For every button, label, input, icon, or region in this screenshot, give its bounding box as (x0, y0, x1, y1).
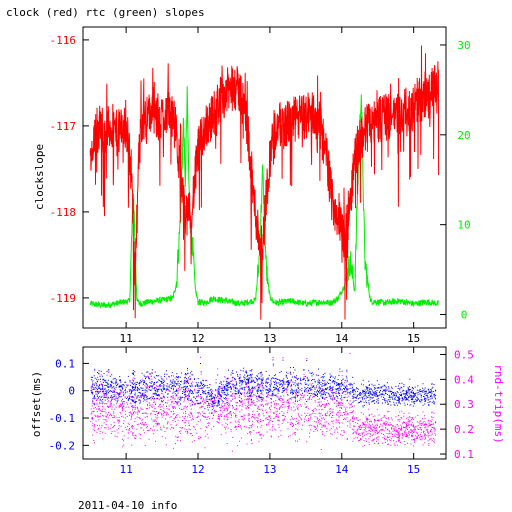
bottom-ytick-right-label: 0.4 (454, 373, 474, 386)
top-ytick-right-label: 10 (457, 219, 470, 232)
bottom-ylabel-right: rnd-trip(ms) (492, 364, 505, 443)
top-xtick-label: 11 (120, 332, 133, 345)
bottom-xtick-label: 12 (191, 463, 204, 476)
top-ytick-left-label: -118 (50, 206, 77, 219)
bottom-ytick-right-label: 0.2 (454, 423, 474, 436)
bottom-ytick-right-label: 0.5 (454, 348, 474, 361)
top-plot-series (89, 45, 440, 320)
offset-series (90, 359, 437, 416)
top-ytick-left-label: -117 (50, 120, 77, 133)
bottom-plot-axes: 11 12 13 14 15 0.1 0 -0.1 -0.2 0.5 0.4 0.3 0.2 0.1 (49, 347, 474, 476)
clock-series (89, 45, 440, 320)
top-xtick-label: 13 (263, 332, 276, 345)
bottom-xtick-label: 11 (120, 463, 133, 476)
top-plot-frame (82, 26, 447, 329)
bottom-plot-frame (82, 346, 447, 460)
bottom-ytick-left-label: 0.1 (55, 357, 75, 370)
bottom-ytick-left-label: -0.1 (49, 412, 76, 425)
chart-title: clock (red) rtc (green) slopes (6, 6, 205, 19)
top-ytick-right-label: 20 (457, 129, 470, 142)
bottom-xtick-label: 13 (263, 463, 276, 476)
top-xtick-label: 15 (407, 332, 420, 345)
top-xtick-label: 12 (191, 332, 204, 345)
top-ylabel: clockslope (33, 144, 46, 210)
top-ytick-right-label: 30 (457, 39, 470, 52)
top-ytick-left-label: -116 (50, 34, 77, 47)
bottom-xtick-label: 14 (335, 463, 349, 476)
top-ytick-right-label: 0 (461, 309, 468, 322)
bottom-ytick-left-label: -0.2 (49, 439, 76, 452)
bottom-ytick-right-label: 0.1 (454, 448, 474, 461)
top-plot-axes: 11 12 13 14 15 -116 -117 -118 -119 0 10 20 30 (50, 27, 471, 345)
rndtrip-series (90, 353, 437, 452)
top-xtick-label: 14 (335, 332, 349, 345)
bottom-ytick-left-label: 0 (68, 385, 75, 398)
bottom-xtick-label: 15 (407, 463, 420, 476)
bottom-ytick-right-label: 0.3 (454, 398, 474, 411)
top-ytick-left-label: -119 (50, 292, 77, 305)
footer-info: 2011-04-10 info (78, 499, 177, 512)
bottom-plot-series (90, 353, 437, 452)
bottom-ylabel-left: offset(ms) (30, 371, 43, 437)
